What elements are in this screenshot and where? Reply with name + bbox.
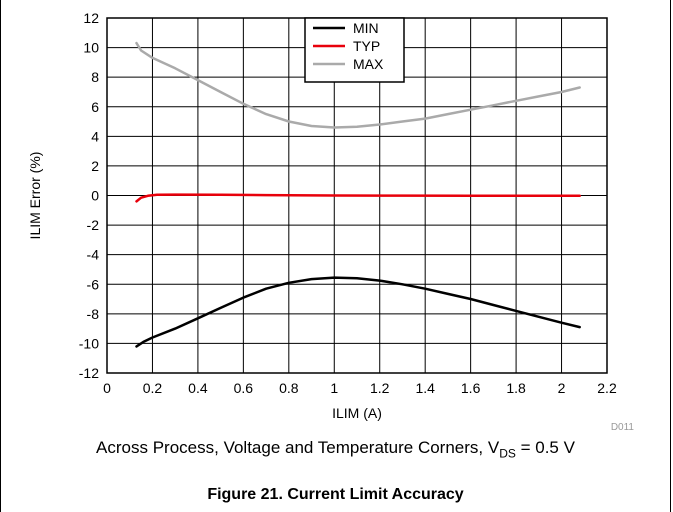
series-line-typ [135, 193, 581, 203]
series-lines [135, 41, 581, 348]
y-tick-label: 2 [91, 158, 99, 174]
y-tick-label: -10 [79, 335, 99, 351]
x-axis-label: ILIM (A) [332, 405, 382, 421]
x-tick-label: 1.6 [461, 380, 481, 396]
y-tick-label: -12 [79, 365, 99, 381]
figure-id: D011 [611, 422, 635, 433]
y-tick-label: 12 [83, 10, 99, 26]
caption-subscript: DS [499, 446, 516, 461]
y-tick-label: 10 [83, 40, 99, 56]
legend-label-max: MAX [353, 56, 384, 72]
x-tick-label: 0.2 [143, 380, 163, 396]
y-tick-label: -2 [87, 217, 100, 233]
y-tick-label: -8 [87, 306, 100, 322]
y-tick-label: -4 [87, 247, 100, 263]
series-line-max [135, 41, 581, 129]
y-axis-ticks: 12 10 8 6 4 2 0 -2 -4 -6 -8 -10 -12 [79, 10, 99, 381]
caption: Across Process, Voltage and Temperature … [0, 438, 671, 460]
chart: 0 0.2 0.4 0.6 0.8 1 1.2 1.4 1.6 1.8 2 2.2 121086420… [27, 10, 635, 433]
y-tick-label: 8 [91, 69, 99, 85]
caption-text: Across Process, Voltage and Temperature … [96, 438, 500, 457]
series-line-min [135, 276, 581, 348]
x-tick-label: 2 [558, 380, 566, 396]
figure-title: Figure 21. Current Limit Accuracy [207, 486, 464, 503]
x-tick-label: 2.2 [597, 380, 617, 396]
y-tick-label: -6 [87, 276, 100, 292]
legend-label-min: MIN [353, 20, 379, 36]
x-tick-label: 1 [330, 380, 338, 396]
x-tick-label: 1.2 [370, 380, 390, 396]
y-tick-label: 6 [91, 99, 99, 115]
x-tick-label: 0 [103, 380, 111, 396]
x-tick-label: 0.6 [234, 380, 254, 396]
x-tick-label: 0.4 [188, 380, 208, 396]
legend-label-typ: TYP [353, 38, 380, 54]
x-axis-ticks: 0 0.2 0.4 0.6 0.8 1 1.2 1.4 1.6 1.8 2 2.2 [103, 380, 617, 396]
y-axis-label: ILIM Error (%) [27, 152, 43, 240]
legend: MIN TYP MAX [304, 17, 405, 83]
x-tick-label: 1.4 [415, 380, 435, 396]
y-tick-label: 4 [91, 128, 99, 144]
y-tick-label: 0 [91, 188, 99, 204]
x-tick-label: 0.8 [279, 380, 299, 396]
caption-text-end: = 0.5 V [515, 438, 575, 457]
x-tick-label: 1.8 [506, 380, 526, 396]
